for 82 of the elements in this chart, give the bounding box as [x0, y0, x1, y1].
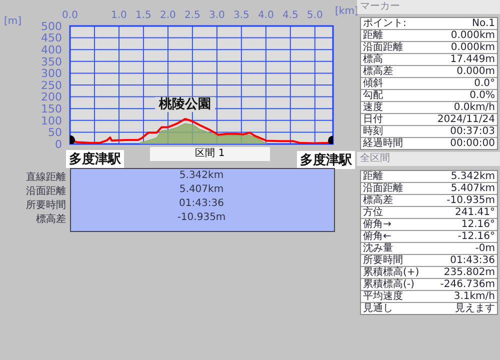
y-tick-label: 50 [48, 126, 62, 140]
y-tick-label: 400 [41, 44, 62, 57]
text: 勾配 [363, 90, 383, 101]
y-axis-title: [m] [4, 16, 22, 27]
text: 235.802m [444, 267, 495, 278]
text: -246.736m [440, 279, 495, 290]
text: 17.449m [450, 54, 495, 65]
text: 累積標高(+) [363, 267, 420, 278]
text: 標高 [363, 54, 383, 65]
text: 区間 1 [150, 147, 270, 161]
text: 沿面距離 [26, 185, 66, 198]
text: 所要時間 [26, 198, 66, 212]
text: 5.342km [178, 170, 225, 181]
text: -0m [475, 243, 495, 254]
text: 速度 [363, 102, 383, 113]
annotation: 多度津駅 [297, 150, 355, 169]
text: 平均速度 [363, 291, 403, 302]
text: 0.000m [456, 66, 495, 77]
text: No.1 [472, 18, 495, 29]
y-tick-label: 450 [41, 32, 62, 45]
annotation: 桃陵公園 [155, 96, 216, 112]
text: 俯角← [363, 231, 392, 242]
text: 00:37:03 [450, 126, 495, 137]
x-tick-label: 4.5 [282, 10, 298, 21]
x-tick-label: 3.0 [208, 10, 225, 21]
y-tick-label: 200 [41, 90, 62, 104]
text: 5.342km [450, 171, 495, 182]
text: 沿面距離 [363, 42, 403, 53]
text: 01:43:36 [178, 198, 225, 209]
text: 全区間 [357, 152, 500, 166]
text: 傾斜 [363, 78, 383, 89]
text: 沿面距離 [363, 183, 403, 194]
text: 見えます [455, 303, 495, 314]
text: 方位 [363, 207, 383, 218]
text: 0.0km/h [454, 102, 495, 113]
annotation: 多度津駅 [66, 150, 124, 168]
y-tick-label: 150 [41, 102, 62, 116]
text: 3.1km/h [454, 291, 495, 302]
text: 見通し [363, 303, 393, 314]
text: 標高差 [36, 212, 66, 226]
text: 241.41° [455, 207, 495, 218]
text: 累積標高(-) [363, 279, 414, 290]
text: 直線距離 [26, 170, 66, 184]
text: 距離 [363, 171, 383, 182]
y-tick-label: 100 [41, 114, 62, 128]
text: -10.935m [176, 212, 227, 223]
y-tick-label: 250 [41, 78, 62, 92]
text: 01:43:36 [450, 255, 495, 266]
text: 標高差 [363, 195, 393, 206]
text: 0.0° [474, 78, 495, 89]
y-tick-label: 500 [41, 20, 62, 33]
text: 沈み量 [363, 243, 393, 254]
text: 経過時間 [363, 138, 403, 149]
y-tick-label: 300 [41, 67, 62, 80]
text: ポイント: [363, 18, 406, 29]
text: 俯角→ [363, 219, 392, 230]
text: 距離 [363, 30, 383, 41]
text: 標高差 [363, 66, 393, 77]
y-tick-label: 350 [41, 55, 62, 68]
x-tick-label: 1.0 [111, 10, 127, 21]
x-tick-label: 2.0 [160, 10, 176, 21]
text: 12.16° [461, 219, 495, 230]
text: 00:00:00 [450, 138, 495, 149]
text: 時刻 [363, 126, 383, 137]
text: 所要時間 [363, 255, 403, 266]
text: -10.935m [446, 195, 495, 206]
text: 5.407km [450, 183, 495, 194]
text: 0.0% [470, 90, 495, 101]
x-tick-label: 5.0 [306, 10, 323, 21]
x-tick-label: 4.0 [258, 10, 274, 21]
text: 日付 [363, 114, 383, 125]
text: 0.000km [450, 30, 495, 41]
text: 2024/11/24 [437, 114, 495, 125]
x-tick-label: 2.5 [184, 10, 200, 21]
x-tick-label: 0.0 [62, 10, 78, 21]
x-tick-label: 1.5 [136, 10, 152, 21]
y-tick-label: 0 [55, 138, 62, 151]
text: マーカー [357, 0, 500, 14]
text: 0.000km [450, 42, 495, 53]
x-tick-label: 3.5 [233, 10, 250, 21]
text: 5.407km [178, 184, 225, 195]
text: -12.16° [458, 231, 495, 242]
